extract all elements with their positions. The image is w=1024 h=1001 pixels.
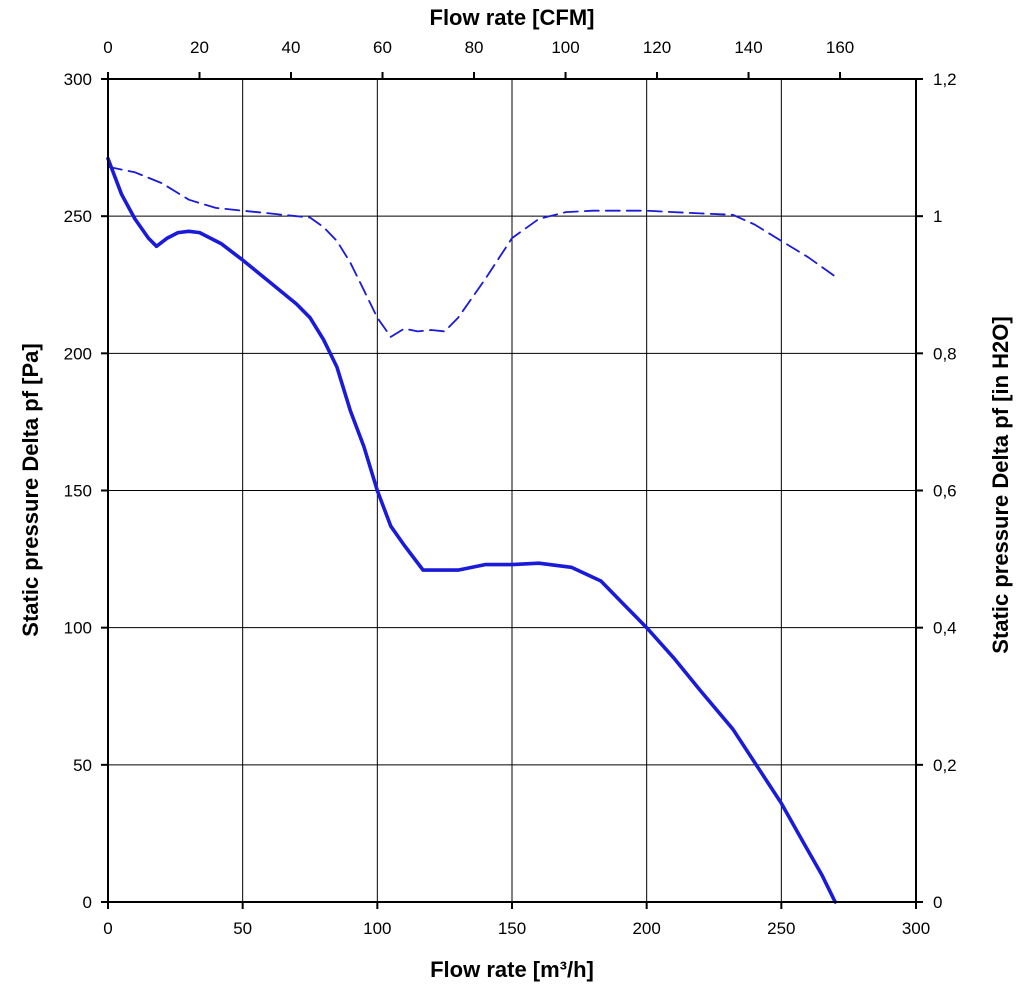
y-tick-label: 150 [64,482,92,501]
y2-axis-title: Static pressure Delta pf [in H2O] [988,316,1013,653]
y2-tick-label: 1,2 [933,70,957,89]
x-axis-title: Flow rate [m³/h] [430,957,594,982]
x-tick-label: 100 [363,919,391,938]
x2-axis-title: Flow rate [CFM] [430,5,595,30]
y2-tick-label: 0,6 [933,482,957,501]
y-tick-label: 200 [64,344,92,363]
y2-tick-label: 0,4 [933,619,957,638]
y-tick-label: 300 [64,70,92,89]
x-tick-label: 0 [103,919,112,938]
y-tick-label: 250 [64,207,92,226]
x-tick-label: 50 [233,919,252,938]
x-tick-label: 200 [632,919,660,938]
y-axis-title: Static pressure Delta pf [Pa] [18,343,43,636]
x2-tick-label: 60 [373,38,392,57]
static-pressure-series [106,156,838,904]
x2-tick-label: 20 [190,38,209,57]
y2-tick-label: 0,2 [933,756,957,775]
y2-tick-label: 0,8 [933,344,957,363]
x2-tick-label: 140 [734,38,762,57]
x2-tick-label: 120 [643,38,671,57]
x2-tick-label: 100 [551,38,579,57]
x2-tick-label: 40 [282,38,301,57]
x2-tick-label: 160 [826,38,854,57]
x2-tick-label: 0 [103,38,112,57]
y2-tick-label: 1 [933,207,942,226]
dashed-curve-series [107,165,837,338]
tick-marks [101,72,923,909]
x-tick-label: 150 [498,919,526,938]
y-tick-label: 100 [64,619,92,638]
y-tick-label: 0 [83,893,92,912]
y-tick-label: 50 [73,756,92,775]
y2-tick-label: 0 [933,893,942,912]
series-group [106,156,838,904]
x2-tick-label: 80 [465,38,484,57]
x-tick-label: 300 [902,919,930,938]
x-tick-label: 250 [767,919,795,938]
